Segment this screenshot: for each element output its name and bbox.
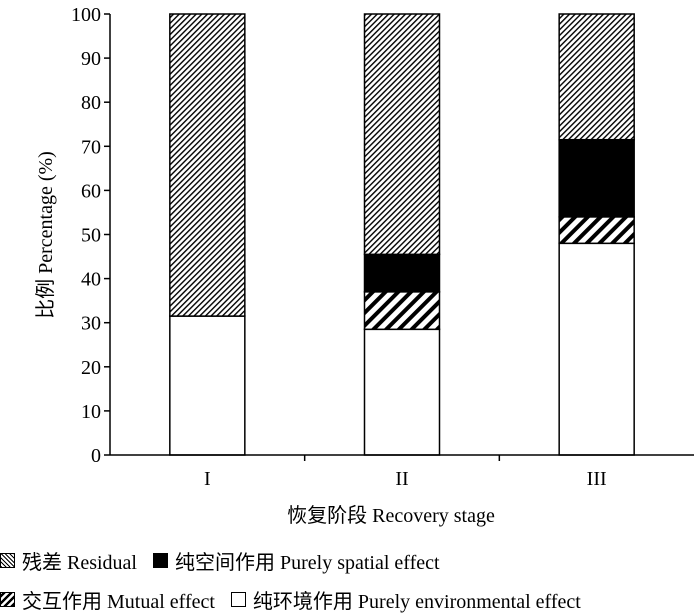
y-tick-label-40: 40 [81, 269, 101, 291]
y-tick-label-30: 30 [81, 313, 101, 335]
legend-row-2: 交互作用 Mutual effect 纯环境作用 Purely environm… [0, 585, 597, 614]
mutual-swatch-icon [0, 592, 15, 607]
y-tick-label-10: 10 [81, 401, 101, 423]
residual-swatch-icon [0, 553, 15, 568]
y-tick-label-100: 100 [71, 4, 101, 26]
legend-label-mutual: 交互作用 Mutual effect [22, 591, 215, 613]
bar-env-I [169, 315, 246, 456]
legend-label-residual: 残差 Residual [22, 552, 137, 574]
x-tick-label-II: II [395, 468, 408, 490]
bar-residual-I [169, 13, 246, 317]
y-axis-label: 比例 Percentage (%) [34, 151, 57, 319]
x-axis-label: 恢复阶段 Recovery stage [287, 504, 495, 527]
bar-env-II [363, 328, 441, 456]
y-tick-label-80: 80 [81, 92, 101, 114]
bar-env-III [558, 242, 635, 456]
legend-item-spatial: 纯空间作用 Purely spatial effect [153, 546, 440, 575]
spatial-swatch-icon [153, 553, 168, 568]
y-tick-label-70: 70 [81, 136, 101, 158]
legend-item-env: 纯环境作用 Purely environmental effect [230, 585, 581, 614]
x-tick-label-I: I [204, 468, 211, 490]
y-tick-label-90: 90 [81, 48, 101, 70]
y-tick-label-20: 20 [81, 357, 101, 379]
env-swatch-icon [230, 592, 246, 607]
legend-item-residual: 残差 Residual [0, 546, 137, 575]
y-tick-label-50: 50 [81, 225, 101, 247]
legend-label-spatial: 纯空间作用 Purely spatial effect [175, 552, 440, 574]
legend-label-env: 纯环境作用 Purely environmental effect [252, 591, 581, 613]
bar-residual-II [363, 13, 441, 256]
y-tick-label-0: 0 [91, 445, 101, 467]
bar-spatial-II [363, 253, 441, 293]
bar-mutual-II [363, 291, 441, 331]
bar-residual-III [558, 13, 635, 141]
y-tick-label-60: 60 [81, 180, 101, 202]
bar-mutual-III [558, 216, 635, 245]
x-tick-label-III: III [587, 468, 607, 490]
legend-item-mutual: 交互作用 Mutual effect [0, 585, 215, 614]
legend-row-1: 残差 Residual 纯空间作用 Purely spatial effect [0, 546, 456, 575]
bar-spatial-III [558, 138, 635, 218]
